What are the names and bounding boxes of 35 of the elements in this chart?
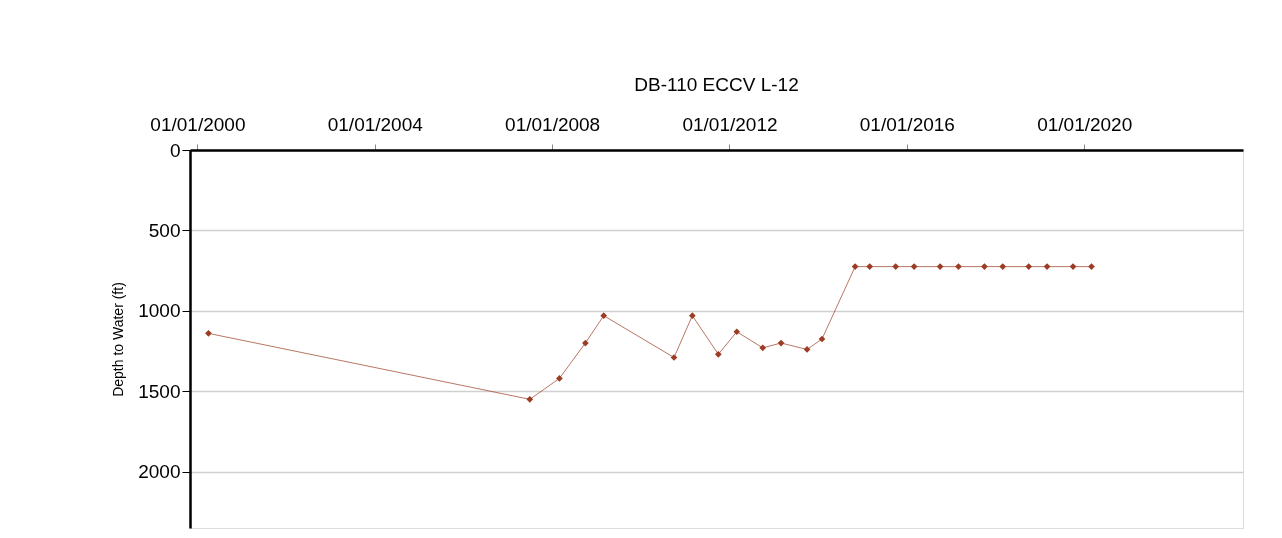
point (818, 335, 826, 343)
point (1088, 263, 1095, 270)
point (981, 263, 988, 270)
y-axis-title: Depth to Water (ft) (110, 282, 127, 397)
point (955, 263, 962, 270)
y-tick-label: 0 (169, 139, 181, 161)
y-tick-label: 2000 (138, 461, 181, 483)
point (526, 395, 534, 403)
point (1025, 263, 1033, 270)
point (892, 263, 900, 270)
x-tick-label: 01/01/2020 (1037, 113, 1133, 135)
point (600, 312, 608, 320)
point (714, 350, 722, 358)
x-tick-label: 01/01/2008 (505, 113, 601, 135)
point (759, 344, 767, 352)
chart-title: DB-110 ECCV L-12 (634, 74, 799, 95)
point (1043, 263, 1051, 270)
y-tick-label: 500 (148, 219, 181, 241)
point (733, 328, 741, 336)
y-tick-label: 1000 (138, 300, 181, 322)
x-tick-label: 01/01/2004 (327, 113, 424, 135)
point (205, 330, 212, 337)
point (866, 263, 874, 270)
point (556, 375, 563, 382)
x-tick-label: 01/01/2016 (859, 113, 955, 135)
x-tick-label: 01/01/2012 (682, 113, 778, 135)
y-tick-label: 1500 (138, 380, 181, 402)
point (851, 263, 859, 270)
point (999, 263, 1007, 270)
point (777, 339, 785, 347)
point (936, 263, 944, 270)
x-tick-label: 01/01/2000 (150, 113, 246, 135)
point (688, 312, 696, 320)
point (910, 263, 918, 270)
point (1069, 263, 1077, 270)
